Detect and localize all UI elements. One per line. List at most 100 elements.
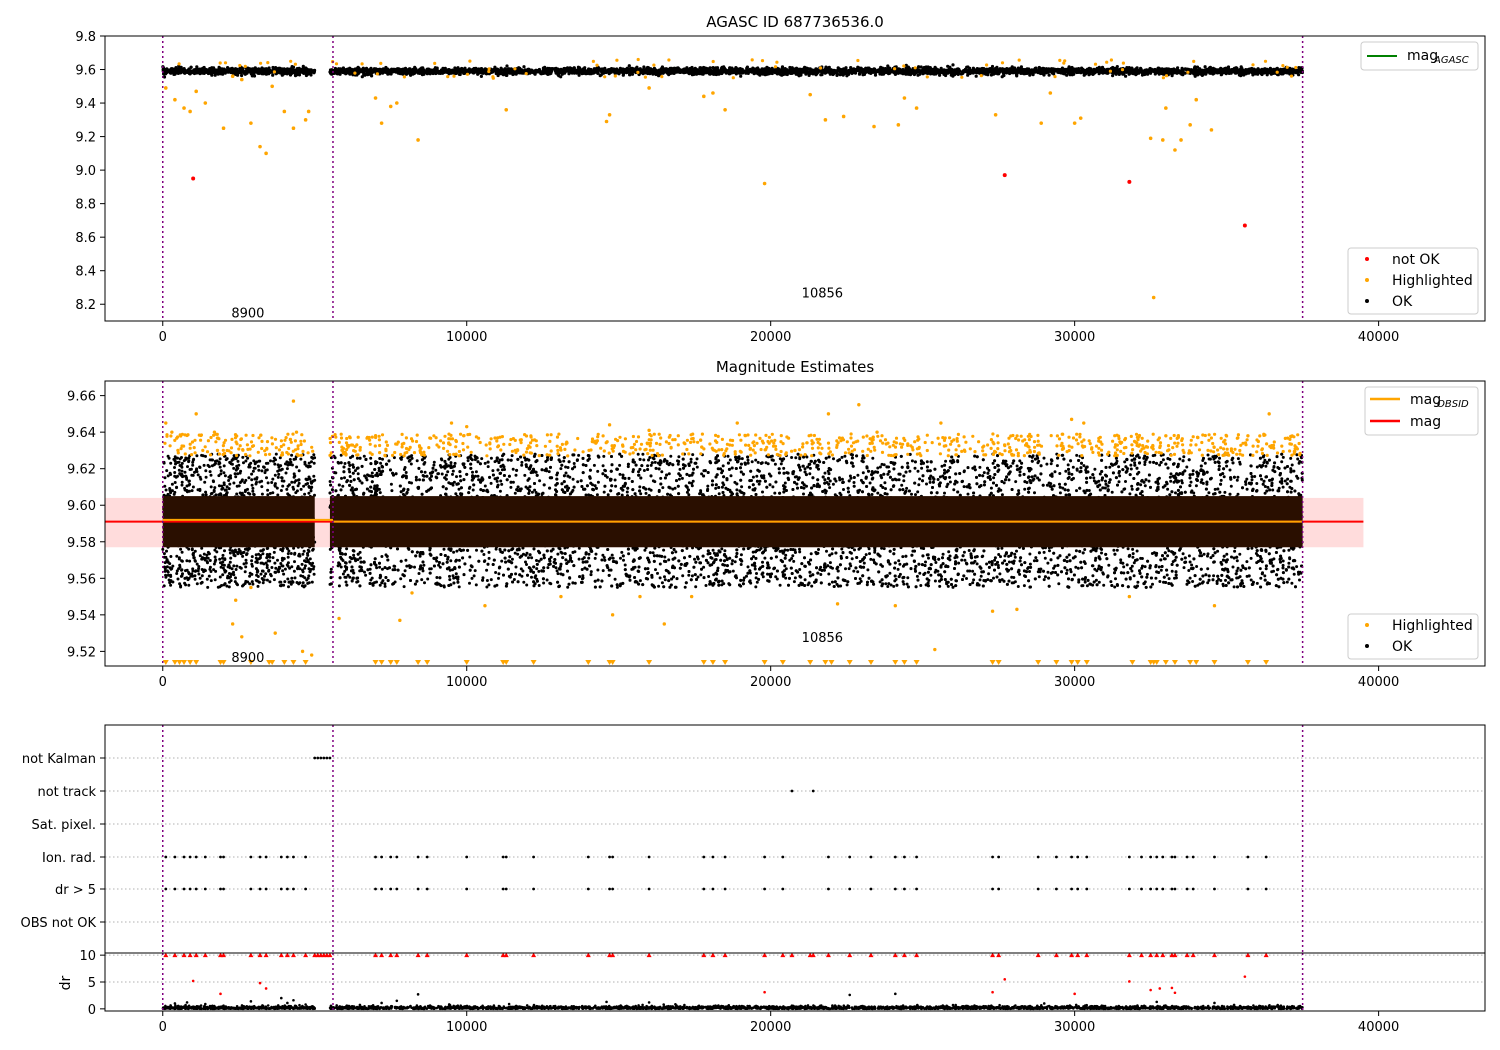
highlighted-point xyxy=(1048,91,1053,95)
highlighted-point xyxy=(993,112,998,117)
highlighted-point xyxy=(1109,58,1113,62)
ok-point xyxy=(192,71,197,76)
ok-point xyxy=(1139,66,1143,70)
ok-point xyxy=(453,71,457,75)
ok-point xyxy=(712,68,717,73)
highlighted-point xyxy=(1000,61,1005,65)
ok-point xyxy=(983,72,988,76)
ok-point xyxy=(164,488,168,492)
ok-point xyxy=(599,73,603,77)
ok-point xyxy=(263,70,268,74)
ok-point xyxy=(1280,71,1284,75)
ok-point xyxy=(287,71,292,75)
panel-agasc-frame xyxy=(104,35,1486,322)
highlighted-point xyxy=(218,61,222,65)
ok-point xyxy=(1205,70,1209,74)
ok-point xyxy=(1082,68,1086,72)
ok-point xyxy=(243,70,247,74)
ok-point xyxy=(966,68,970,72)
highlighted-point xyxy=(223,61,228,65)
highlighted-point xyxy=(1072,121,1077,125)
ok-point xyxy=(291,65,296,69)
ok-point xyxy=(335,72,339,76)
highlighted-point xyxy=(775,60,779,64)
ok-point xyxy=(966,65,970,69)
ok-point xyxy=(692,71,696,75)
x-tick-label: 10000 xyxy=(446,330,487,345)
highlighted-point xyxy=(1285,65,1289,69)
ok-point xyxy=(250,555,254,559)
highlighted-point xyxy=(487,69,491,74)
ok-point xyxy=(1263,67,1267,71)
ok-point xyxy=(1130,66,1134,70)
highlighted-point xyxy=(504,107,509,112)
highlighted-point xyxy=(841,114,846,119)
ok-point xyxy=(1024,71,1028,75)
highlighted-point xyxy=(1017,58,1021,62)
ok-point xyxy=(356,65,360,69)
highlighted-point xyxy=(1188,123,1192,127)
ok-point xyxy=(362,68,366,72)
ok-point xyxy=(604,70,608,75)
y-tick-label: 8.4 xyxy=(75,265,96,280)
ok-point xyxy=(409,73,413,77)
ok-point xyxy=(538,69,542,73)
ok-point xyxy=(600,68,604,73)
ok-point xyxy=(285,467,289,471)
highlighted-point xyxy=(1053,75,1057,79)
ok-point xyxy=(873,73,878,77)
ok-point xyxy=(1057,68,1061,72)
highlighted-point xyxy=(979,74,983,78)
ok-point xyxy=(210,73,214,77)
highlighted-point xyxy=(1294,65,1298,70)
ok-point xyxy=(624,69,628,73)
ok-point xyxy=(312,71,316,75)
ok-point xyxy=(988,67,992,71)
ok-point xyxy=(1085,69,1089,73)
ok-point xyxy=(1175,71,1179,75)
ok-point xyxy=(951,63,955,67)
ok-point xyxy=(652,69,656,73)
ok-point xyxy=(238,69,242,73)
ok-point xyxy=(217,65,221,69)
highlighted-point xyxy=(856,58,860,63)
ok-point xyxy=(607,72,611,76)
ok-point xyxy=(1251,71,1255,75)
x-tick-label: 30000 xyxy=(1054,330,1095,345)
ok-point xyxy=(1241,68,1245,72)
highlighted-point xyxy=(1120,68,1125,72)
highlighted-point xyxy=(760,59,765,63)
ok-point xyxy=(956,72,960,76)
ok-point xyxy=(527,67,531,71)
highlighted-point xyxy=(1039,121,1044,125)
ok-point xyxy=(288,67,292,71)
ok-point xyxy=(702,66,707,70)
highlighted-point xyxy=(303,118,308,122)
ok-point xyxy=(559,70,563,74)
ok-point xyxy=(235,70,239,74)
highlighted-point xyxy=(1164,106,1168,110)
highlighted-point xyxy=(896,123,901,127)
ok-point xyxy=(293,68,297,73)
ok-point xyxy=(304,73,308,78)
ok-point xyxy=(660,65,665,69)
panel-agasc-marks xyxy=(161,36,1304,321)
ok-point xyxy=(462,70,466,74)
highlighted-point xyxy=(1194,97,1199,102)
ok-point xyxy=(285,71,289,75)
highlighted-point xyxy=(1281,64,1285,68)
ok-point xyxy=(1019,65,1024,69)
panel-agasc-axes: 0 10000 20000 30000 400008.28.48.68.89.09.29… xyxy=(75,30,1399,345)
segment-count-label: 10856 xyxy=(802,287,843,302)
ok-point xyxy=(374,69,378,73)
highlighted-point xyxy=(402,75,406,79)
ok-point xyxy=(1008,70,1013,74)
highlighted-point xyxy=(239,77,244,82)
ok-point xyxy=(899,68,903,72)
highlighted-point xyxy=(819,66,823,70)
ok-point xyxy=(284,471,288,475)
highlighted-point xyxy=(667,58,671,62)
ok-point xyxy=(813,70,817,74)
ok-point xyxy=(1217,70,1221,74)
